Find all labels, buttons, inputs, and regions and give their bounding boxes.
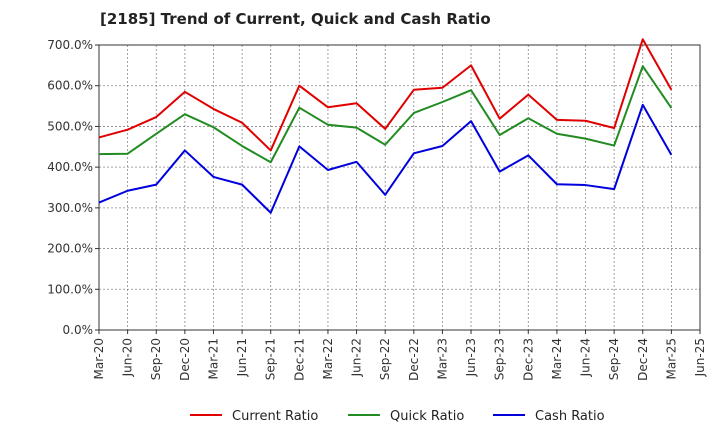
x-tick-label: Jun-21: [235, 338, 249, 377]
x-tick-label: Mar-22: [321, 338, 335, 379]
x-tick-label: Sep-21: [264, 338, 278, 380]
axes: 0.0% 100.0% 200.0% 300.0% 400.0% 500.0% 600.0%…: [47, 38, 707, 381]
x-tick-label: Mar-24: [550, 338, 564, 379]
x-tick-label: Dec-20: [178, 338, 192, 381]
series-lines: [98, 38, 673, 214]
y-tick-label: 0.0%: [63, 323, 94, 337]
x-tick-label: Dec-22: [407, 338, 421, 381]
legend-label-cash-ratio: Cash Ratio: [535, 409, 605, 424]
legend-label-quick-ratio: Quick Ratio: [390, 409, 464, 424]
x-tick-label: Dec-21: [292, 338, 306, 381]
x-tick-label: Sep-24: [607, 338, 621, 380]
x-tick-label: Mar-20: [92, 338, 106, 379]
legend-item-quick-ratio: Quick Ratio: [348, 409, 464, 424]
x-tick-label: Dec-23: [521, 338, 535, 381]
x-tick-label: Jun-23: [464, 338, 478, 377]
y-tick-label: 600.0%: [47, 79, 93, 93]
x-tick-label: Jun-24: [579, 338, 593, 377]
x-tick-label: Jun-20: [121, 338, 135, 377]
plot-frame: [98, 44, 701, 331]
y-tick-label: 200.0%: [47, 242, 93, 256]
y-tick-label: 400.0%: [47, 160, 93, 174]
y-tick-label: 100.0%: [47, 282, 93, 296]
y-tick-label: 500.0%: [47, 119, 93, 133]
x-tick-label: Mar-23: [435, 338, 449, 379]
x-tick-label: Jun-22: [350, 338, 364, 377]
y-tick-label: 300.0%: [47, 201, 93, 215]
series-line-current-ratio: [98, 38, 673, 152]
x-tick-label: Jun-25: [693, 338, 707, 377]
chart-title: [2185] Trend of Current, Quick and Cash …: [100, 10, 491, 28]
legend: Current Ratio Quick Ratio Cash Ratio: [190, 409, 605, 424]
y-tick-label: 700.0%: [47, 38, 93, 52]
legend-item-cash-ratio: Cash Ratio: [493, 409, 605, 424]
x-tick-label: Mar-21: [206, 338, 220, 379]
x-tick-label: Sep-20: [149, 338, 163, 380]
series-line-cash-ratio: [98, 103, 673, 214]
x-tick-label: Sep-23: [493, 338, 507, 380]
legend-label-current-ratio: Current Ratio: [232, 409, 318, 424]
legend-item-current-ratio: Current Ratio: [190, 409, 318, 424]
x-tick-label: Dec-24: [636, 338, 650, 381]
grid: [99, 44, 700, 330]
x-tick-label: Sep-22: [378, 338, 392, 380]
x-tick-label: Mar-25: [664, 338, 678, 379]
series-line-quick-ratio: [98, 65, 673, 164]
